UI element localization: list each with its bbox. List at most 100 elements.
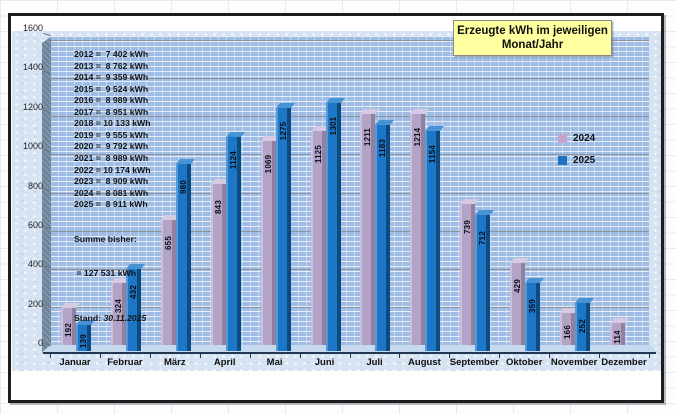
gridline-400: [50, 268, 649, 270]
x-axis-label-märz: März: [163, 357, 186, 368]
bar-2025-august: [425, 131, 440, 351]
y-axis-label-0: 0: [37, 338, 43, 348]
bar-cap-2024-dezember: [610, 318, 629, 323]
x-axis-label-dezember: Dezember: [601, 357, 647, 368]
x-axis-tick-10: [549, 353, 551, 358]
gridline-1200: [50, 116, 649, 118]
bar-cap-2025-november: [575, 298, 594, 303]
bar-2024-april: [211, 184, 226, 345]
bar-2024-august: [410, 114, 425, 345]
x-axis-label-september: September: [449, 357, 499, 368]
bar-2024-dezember: [610, 323, 625, 345]
value-label-2024-november: 166: [562, 325, 572, 339]
annual-line-2023: 2023 = 8 909 kWh: [74, 176, 149, 187]
gridline-200: [50, 306, 649, 308]
x-axis-label-juli: Juli: [366, 357, 383, 368]
value-label-2025-april: 1124: [228, 150, 238, 170]
bar-cap-2024-august: [410, 109, 429, 114]
bar-2025-juni: [326, 103, 341, 351]
legend-item-2025: 2025: [558, 153, 595, 167]
x-axis-tick-8: [449, 353, 451, 358]
chart-legend: 2024 2025: [558, 131, 595, 175]
bar-2024-oktober: [510, 263, 525, 345]
stand-date: 30.11.2025: [103, 313, 147, 324]
bar-cap-2025-märz: [176, 159, 195, 164]
x-axis-tick-1: [99, 353, 101, 358]
x-axis-label-oktober: Oktober: [505, 357, 543, 368]
gridline-800: [50, 192, 649, 194]
annual-line-2021: 2021 = 8 989 kWh: [74, 153, 149, 164]
x-axis-tick-2: [149, 353, 151, 358]
bar-2025-mai: [276, 108, 291, 351]
annual-line-2014: 2014 = 9 359 kWh: [74, 72, 149, 83]
plot-back-wall: [50, 36, 649, 345]
value-label-2024-april: 843: [213, 200, 223, 214]
bar-cap-2024-märz: [161, 215, 180, 220]
value-label-2025-august: 1154: [427, 144, 437, 164]
x-axis-tick-6: [349, 353, 351, 358]
bar-cap-2024-juli: [360, 109, 379, 114]
bar-2024-november: [560, 313, 575, 345]
value-label-2025-oktober: 359: [527, 299, 537, 313]
bar-cap-2024-september: [460, 199, 479, 204]
bar-cap-2025-mai: [276, 103, 295, 108]
gridline-600: [50, 230, 649, 232]
annual-line-2015: 2015 = 9 524 kWh: [74, 83, 149, 94]
annual-line-2024: 2024 = 8 081 kWh: [74, 187, 149, 198]
bar-2025-januar: [76, 325, 91, 351]
bar-cap-2025-august: [425, 126, 444, 131]
value-label-2025-september: 712: [477, 231, 487, 245]
x-axis-label-januar: Januar: [59, 357, 91, 368]
x-axis-tick-3: [199, 353, 201, 358]
stand-label: Stand:: [74, 313, 104, 324]
sum-label: Summe bisher:: [74, 233, 137, 244]
x-axis-label-mai: Mai: [266, 357, 283, 368]
x-axis-tick-9: [499, 353, 501, 358]
bar-cap-2024-november: [560, 308, 579, 313]
bar-2024-februar: [111, 283, 126, 345]
bar-cap-2025-juni: [326, 98, 345, 103]
x-axis-label-februar: Februar: [107, 357, 143, 368]
value-label-2024-juni: 1125: [313, 144, 323, 164]
legend-item-2024: 2024: [558, 131, 595, 145]
y-axis-label-1400: 1400: [22, 62, 43, 73]
legend-swatch-2024: [558, 133, 567, 143]
bar-cap-2024-februar: [111, 278, 130, 283]
value-label-2024-dezember: 114: [612, 330, 622, 344]
x-axis-tick-12: [649, 353, 650, 358]
annual-lines: 2012 = 7 402 kWh 2013 = 8 762 kWh 2014 = 9…: [74, 49, 151, 211]
stand-line: Stand: 30.11.2025: [74, 313, 151, 325]
legend-swatch-2025: [558, 155, 567, 165]
y-axis-label-1000: 1000: [22, 141, 43, 152]
x-axis-tick-11: [599, 353, 601, 358]
bar-cap-2024-juni: [311, 126, 330, 131]
plot-side-wall: [42, 37, 51, 353]
bar-2024-juli: [360, 114, 375, 345]
annual-line-2022: 2022 = 10 174 kWh: [74, 164, 151, 175]
value-label-2024-oktober: 429: [512, 279, 522, 293]
bar-cap-2025-april: [226, 132, 245, 137]
plot-floor: [42, 345, 658, 352]
value-label-2024-märz: 655: [163, 236, 173, 250]
bar-cap-2025-juli: [375, 120, 394, 125]
x-axis-label-juni: Juni: [314, 357, 335, 368]
annual-line-2018: 2018 = 10 133 kWh: [74, 118, 151, 129]
bar-2025-juli: [375, 125, 390, 351]
y-axis-label-1200: 1200: [22, 101, 43, 112]
annual-line-2012: 2012 = 7 402 kWh: [74, 49, 149, 60]
legend-label-2025: 2025: [573, 154, 596, 166]
annual-line-2016: 2016 = 8 989 kWh: [74, 95, 149, 106]
bar-2025-oktober: [525, 283, 540, 351]
bar-cap-2024-mai: [261, 136, 280, 141]
annual-line-2025: 2025 = 8 911 kWh: [74, 199, 148, 210]
bar-2025-februar: [126, 269, 141, 351]
value-label-2025-juli: 1183: [377, 138, 387, 158]
value-label-2024-august: 1214: [412, 127, 422, 147]
value-label-2024-mai: 1069: [263, 154, 273, 174]
x-axis-tick-5: [299, 353, 301, 358]
y-axis-label-600: 600: [27, 219, 43, 230]
bar-cap-2025-januar: [76, 320, 95, 325]
x-axis-label-november: November: [550, 357, 598, 368]
value-label-2025-juni: 1301: [328, 116, 338, 136]
